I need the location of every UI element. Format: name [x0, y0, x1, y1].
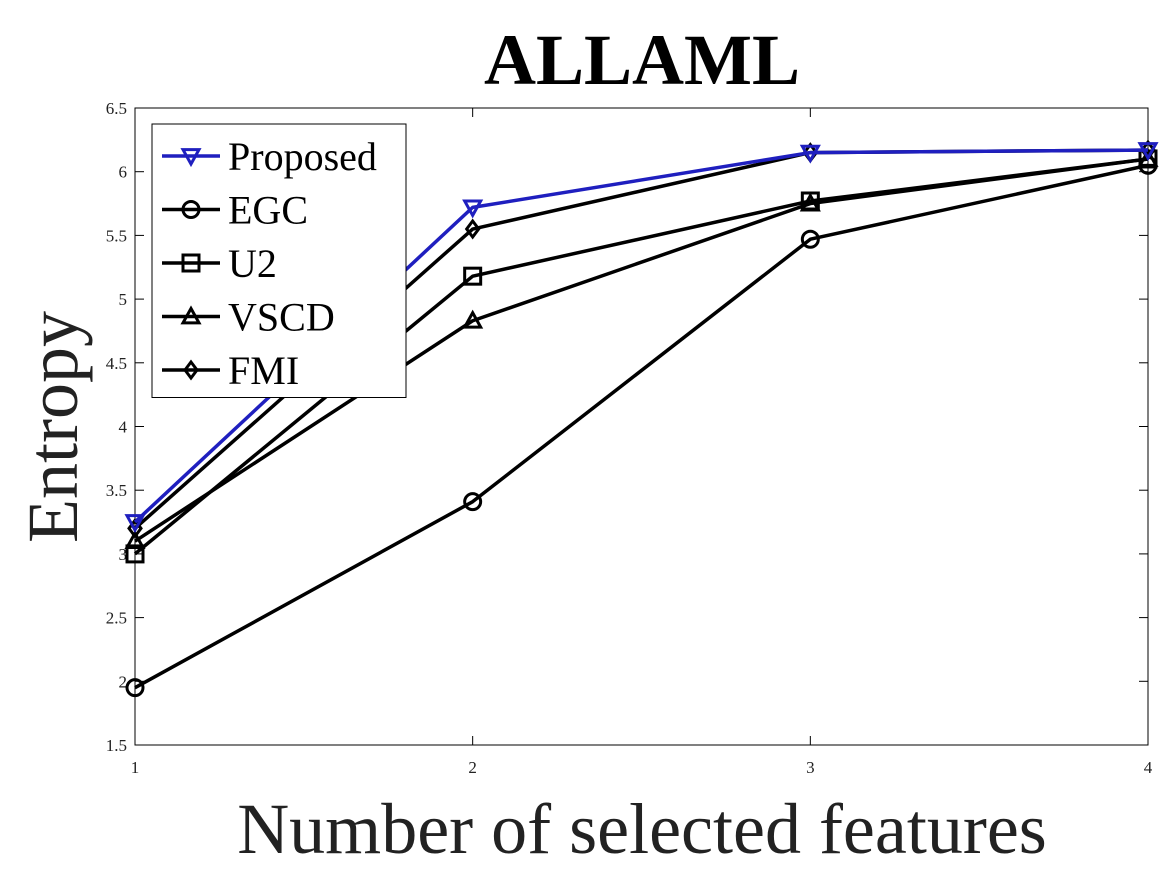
data-point	[124, 514, 146, 534]
legend-marker	[180, 148, 202, 168]
y-tick-label: 4	[119, 418, 128, 437]
data-point	[125, 678, 145, 698]
legend-item: EGC	[162, 188, 308, 233]
x-tick-label: 1	[131, 758, 140, 777]
y-tick-label: 5	[119, 290, 128, 309]
legend-item: FMI	[162, 348, 299, 393]
legend-label: EGC	[228, 188, 308, 233]
legend-label: VSCD	[228, 295, 335, 340]
legend: Proposed EGC U2 VSCD FMI	[151, 123, 407, 398]
data-point	[1137, 142, 1159, 162]
legend-item: U2	[162, 241, 277, 286]
series-line	[134, 163, 1149, 690]
y-tick-label: 3	[119, 545, 128, 564]
data-point	[800, 229, 820, 249]
data-point	[463, 266, 483, 286]
data-point	[125, 544, 145, 564]
legend-marker	[181, 253, 201, 273]
legend-label: Proposed	[228, 134, 377, 179]
legend-box	[151, 123, 407, 398]
legend-item: VSCD	[162, 295, 335, 340]
series-egc	[125, 155, 1158, 698]
data-point	[464, 218, 481, 240]
y-tick-label: 1.5	[106, 736, 127, 755]
data-point	[799, 144, 821, 164]
legend-item: Proposed	[162, 134, 377, 179]
y-tick-label: 5.5	[106, 226, 127, 245]
chart-title: ALLAML	[484, 20, 800, 100]
legend-label: U2	[228, 241, 277, 286]
data-point	[800, 191, 820, 211]
y-tick-label: 6.5	[106, 99, 127, 118]
legend-marker	[181, 200, 201, 219]
data-point	[463, 492, 483, 512]
y-tick-label: 2	[119, 672, 128, 691]
y-tick-label: 6	[119, 163, 128, 182]
x-tick-label: 3	[806, 758, 815, 777]
y-tick-label: 3.5	[106, 481, 127, 500]
legend-marker	[180, 305, 202, 325]
data-point	[124, 530, 146, 550]
x-tick-label: 4	[1144, 758, 1153, 777]
axis-ticks: 1.5 2 2.5 3 3.5 4 4.5 5 5.5 6 6.5 1 2 3 4	[106, 99, 1153, 777]
y-tick-label: 4.5	[106, 354, 127, 373]
y-tick-label: 2.5	[106, 609, 127, 628]
x-axis-label: Number of selected features	[237, 789, 1047, 869]
legend-label: FMI	[228, 348, 299, 393]
y-axis-label: Entropy	[13, 311, 93, 543]
data-point	[462, 309, 484, 329]
data-point	[462, 199, 484, 219]
legend-marker	[183, 359, 199, 381]
x-tick-label: 2	[468, 758, 477, 777]
series-line	[133, 157, 1149, 556]
